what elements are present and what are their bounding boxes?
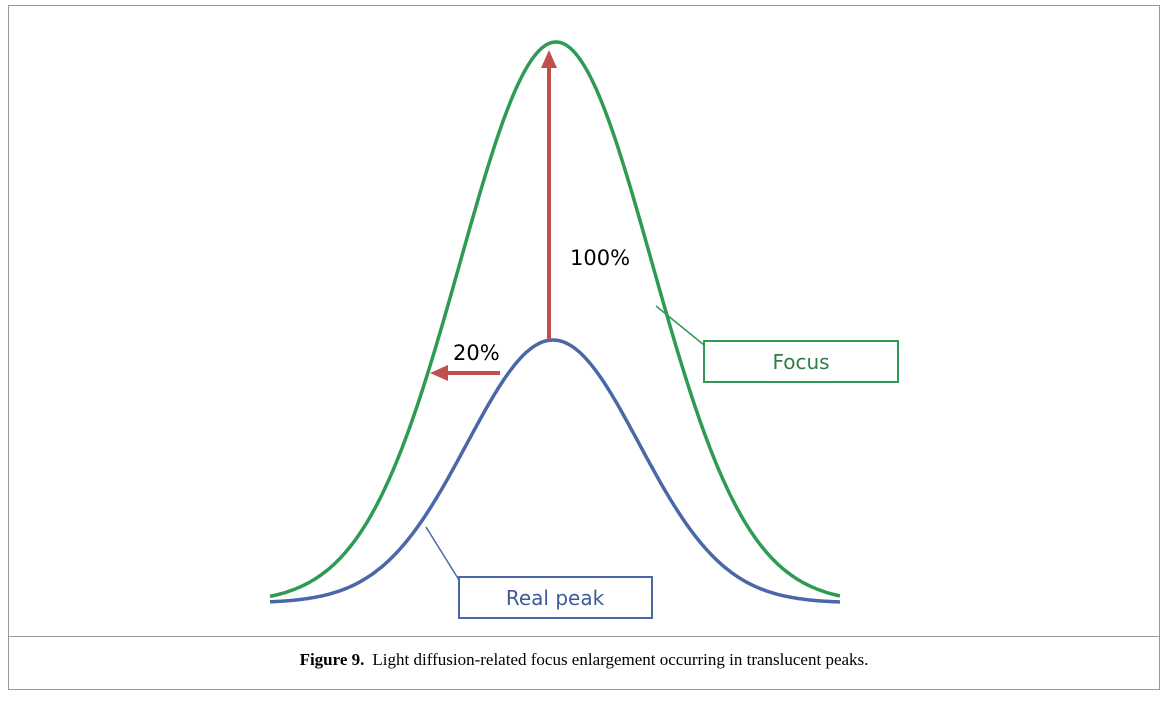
callout-line (655, 305, 705, 346)
increase-label: 100% (570, 246, 630, 270)
real-peak-box (458, 576, 653, 619)
real-peak-label: Real peak (506, 586, 605, 610)
focus-label: Focus (772, 350, 829, 374)
focus-curve (269, 40, 841, 599)
spread-label: 20% (453, 341, 500, 365)
caption-text: Light diffusion-related focus enlargemen… (372, 650, 868, 669)
arrowhead (541, 50, 557, 68)
focus-box (703, 340, 899, 383)
frame (8, 5, 1160, 690)
arrowhead (430, 365, 448, 381)
caption-number: Figure 9. (300, 650, 365, 669)
caption: Figure 9. Light diffusion-related focus e… (300, 650, 869, 669)
real-peak-curve (269, 338, 841, 604)
callout-line (425, 526, 460, 581)
